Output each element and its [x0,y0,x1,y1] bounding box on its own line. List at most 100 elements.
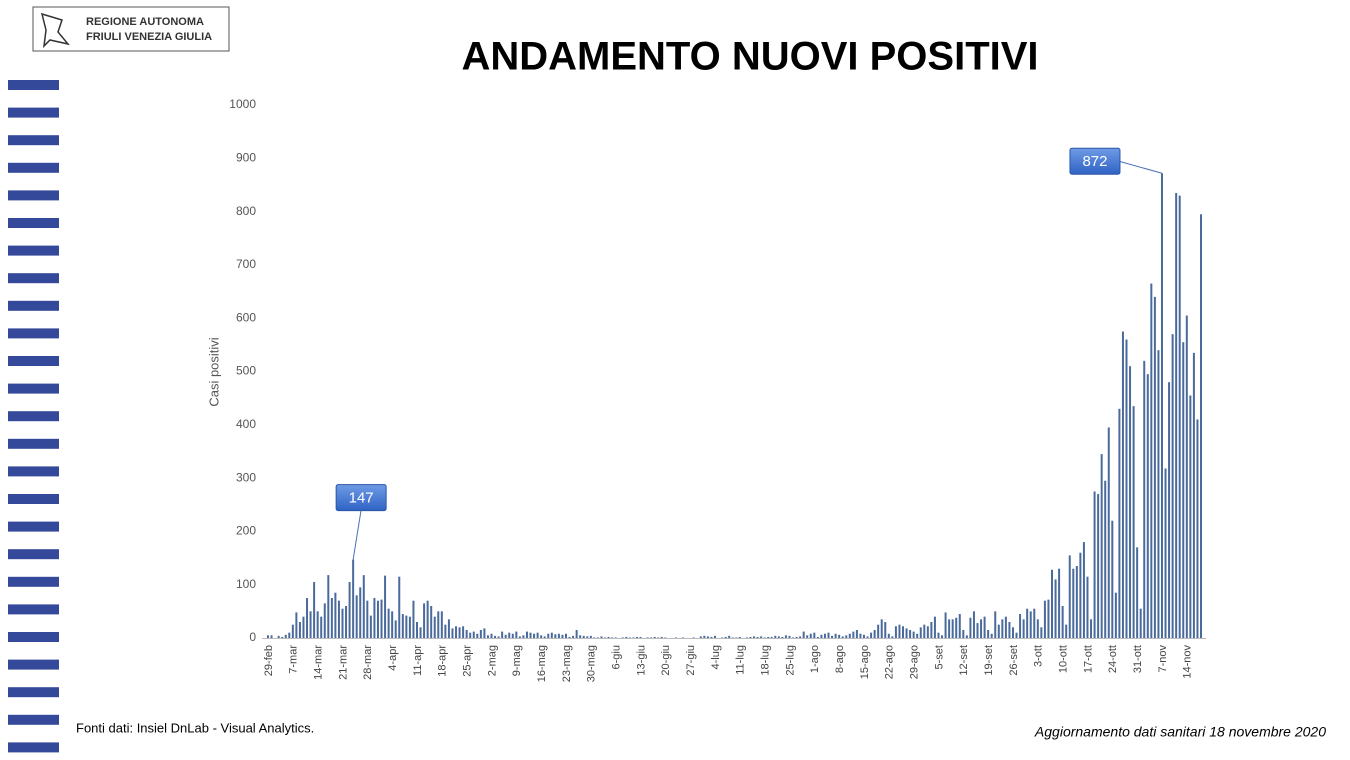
bar [444,624,447,638]
bar [515,631,518,638]
bar [760,636,763,638]
x-tick-label: 30-mag [586,645,598,682]
bar [494,635,497,638]
bar [1061,606,1064,638]
bar [735,637,738,638]
bar [401,614,404,638]
y-tick-label: 100 [236,577,256,591]
bar [614,637,617,638]
bar [823,633,826,638]
bar [763,637,766,638]
bar [376,600,379,638]
x-tick-label: 21-mar [337,645,349,680]
bar [387,608,390,638]
bar [831,635,834,638]
bar [408,616,411,638]
bar [589,635,592,638]
bar [774,635,777,638]
bar [795,636,798,638]
bar [916,633,919,638]
bar [302,616,305,638]
bar [426,600,429,638]
x-tick-label: 24-ott [1107,645,1119,673]
bar [1157,350,1160,638]
bar [987,630,990,638]
bar [476,633,479,638]
bar [941,635,944,638]
stripe [8,466,59,477]
bar [472,631,475,638]
bar [447,619,450,638]
bar [490,633,493,638]
bar [1114,592,1117,638]
y-tick-label: 500 [236,364,256,378]
bar [1001,619,1004,638]
bar [529,632,532,638]
bar [586,636,589,638]
bar [1160,173,1163,638]
bar [834,633,837,638]
bar [852,631,855,638]
bar [557,633,560,638]
bar [788,635,791,638]
bar [799,636,802,638]
stripe [8,80,59,90]
bar [316,611,319,638]
bar [1029,611,1032,638]
bar [976,623,979,638]
bar [1072,568,1075,638]
bar [582,635,585,638]
bar [721,637,724,638]
bar [522,635,525,638]
bar [944,612,947,638]
bar [710,636,713,638]
x-tick-label: 29-feb [263,645,275,676]
x-tick-label: 7-nov [1157,645,1169,673]
bar [646,637,649,638]
stripe [8,135,59,146]
bar [295,612,298,638]
bar [926,626,929,638]
bar [749,636,752,638]
bar [625,636,628,638]
bar [692,637,695,638]
bar [298,622,301,638]
bar [607,636,610,638]
x-tick-label: 5-set [933,645,945,669]
bar [437,611,440,638]
bar [288,632,291,638]
stripe [8,411,59,422]
bar [384,575,387,638]
bar [1043,600,1046,638]
bar [1178,195,1181,639]
bar [884,622,887,638]
bar [1175,192,1178,638]
bar [547,633,550,638]
bar [277,635,280,638]
bar [462,626,465,638]
x-tick-label: 26-set [1008,645,1020,676]
bar [1111,520,1114,638]
bar [518,636,521,638]
bar [440,611,443,638]
y-tick-label: 0 [249,630,256,644]
stripe [8,356,59,366]
bar [341,608,344,638]
bar [359,587,362,638]
bar [813,632,816,638]
side-stripes [8,80,59,753]
bar [664,637,667,638]
bar [923,624,926,638]
bar [838,634,841,638]
bar [355,595,358,638]
bar [777,636,780,638]
x-tick-label: 20-giu [660,645,672,676]
bar [1104,480,1107,638]
bar [962,630,965,638]
data-label: 147 [349,490,374,507]
stripe [8,604,59,615]
x-tick-label: 27-giu [685,645,697,676]
stripe [8,300,59,311]
bar [1182,342,1185,638]
